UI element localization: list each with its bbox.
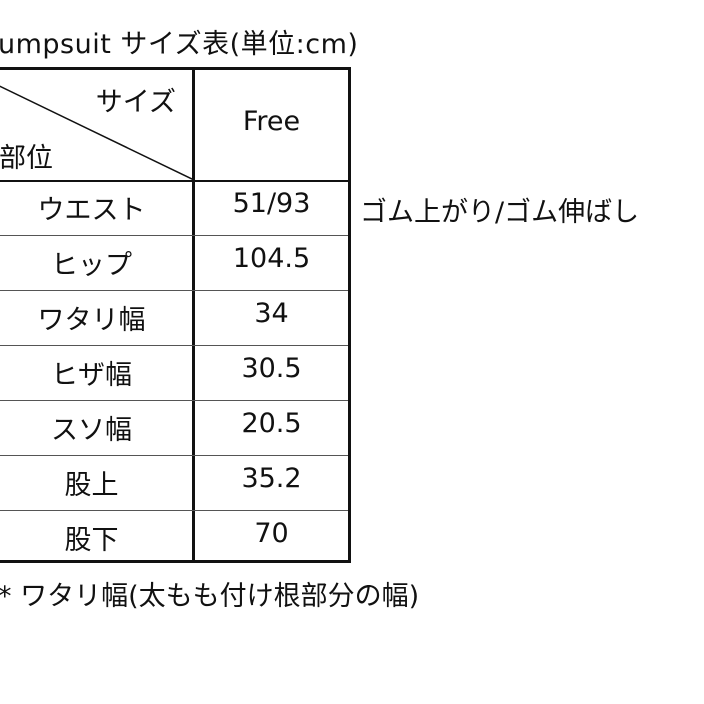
header-diagonal-line: [0, 85, 194, 180]
row-part: ヒップ: [51, 250, 132, 281]
row-value: 104.5: [232, 243, 311, 274]
row-value: 20.5: [241, 408, 302, 439]
row-value: 51/93: [232, 188, 311, 219]
waist-note: ゴム上がり/ゴム伸ばし: [360, 197, 640, 228]
table-header: サイズ 部位 Free: [0, 70, 348, 182]
page-title: umpsuit サイズ表(単位:cm): [0, 29, 359, 60]
row-value: 30.5: [241, 353, 302, 384]
row-value: 70: [254, 518, 289, 549]
table-row: ウエスト 51/93: [0, 180, 348, 236]
header-free: Free: [242, 106, 301, 137]
column-divider: [192, 70, 195, 560]
header-size-label: サイズ: [95, 87, 176, 118]
table-row: ヒップ 104.5: [0, 235, 348, 291]
row-value: 34: [254, 298, 289, 329]
row-part: ウエスト: [37, 195, 146, 226]
table-row: ヒザ幅 30.5: [0, 345, 348, 401]
size-table: サイズ 部位 Free ウエスト 51/93 ヒップ 104.5 ワタリ幅 34 ヒザ幅 30…: [0, 67, 351, 563]
footnote: * ワタリ幅(太もも付け根部分の幅): [0, 581, 420, 612]
row-part: 股下: [64, 525, 119, 556]
row-part: ヒザ幅: [51, 360, 132, 391]
header-part-label: 部位: [0, 143, 53, 174]
table-row: 股上 35.2: [0, 455, 348, 511]
table-row: スソ幅 20.5: [0, 400, 348, 456]
row-part: スソ幅: [51, 415, 132, 446]
row-part: ワタリ幅: [37, 305, 146, 336]
table-row: 股下 70: [0, 510, 348, 565]
row-value: 35.2: [241, 463, 302, 494]
row-part: 股上: [64, 470, 119, 501]
table-row: ワタリ幅 34: [0, 290, 348, 346]
